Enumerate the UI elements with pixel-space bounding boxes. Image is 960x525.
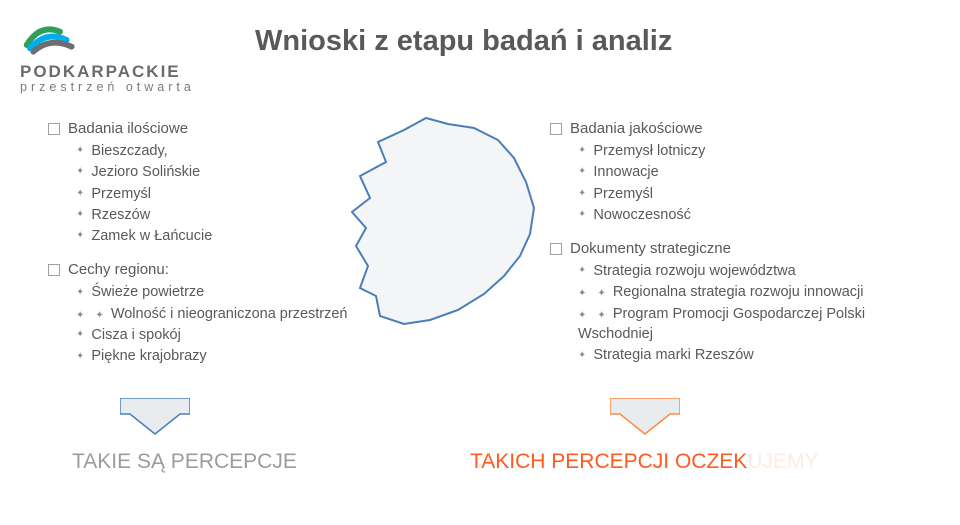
brand-logo: PODKARPACKIE przestrzeń otwarta bbox=[20, 15, 220, 94]
logo-brand-text: PODKARPACKIE bbox=[20, 62, 220, 82]
list-item: Strategia rozwoju województwa bbox=[578, 261, 920, 281]
right-group1-head: Badania jakościowe bbox=[550, 118, 920, 139]
bottom-right-faded: UJEMY bbox=[747, 450, 818, 473]
right-column: Badania jakościowe Przemysł lotniczy Inn… bbox=[550, 118, 920, 367]
page-title: Wnioski z etapu badań i analiz bbox=[255, 25, 672, 58]
logo-subtitle: przestrzeń otwarta bbox=[20, 80, 220, 94]
bottom-left-caption: TAKIE SĄ PERCEPCJE bbox=[72, 450, 297, 474]
down-arrow-right-icon bbox=[610, 398, 680, 436]
logo-arcs-icon bbox=[20, 15, 80, 55]
list-item: Piękne krajobrazy bbox=[76, 346, 378, 366]
list-item: Przemysł lotniczy bbox=[578, 141, 920, 161]
list-item: Program Promocji Gospodarczej Polski Wsc… bbox=[578, 306, 865, 342]
list-item: Nowoczesność bbox=[578, 205, 920, 225]
region-map bbox=[308, 110, 543, 335]
down-arrow-left-icon bbox=[120, 398, 190, 436]
list-item: Przemyśl bbox=[578, 184, 920, 204]
map-outline-icon bbox=[308, 110, 543, 335]
list-item: Innowacje bbox=[578, 162, 920, 182]
list-item: Regionalna strategia rozwoju innowacji bbox=[613, 284, 864, 300]
right-group2-head: Dokumenty strategiczne bbox=[550, 238, 920, 259]
bottom-right-visible: TAKICH PERCEPCJI OCZEK bbox=[470, 450, 747, 473]
bottom-right-caption: TAKICH PERCEPCJI OCZEKUJEMY bbox=[470, 450, 819, 474]
list-item: Strategia marki Rzeszów bbox=[578, 345, 920, 365]
